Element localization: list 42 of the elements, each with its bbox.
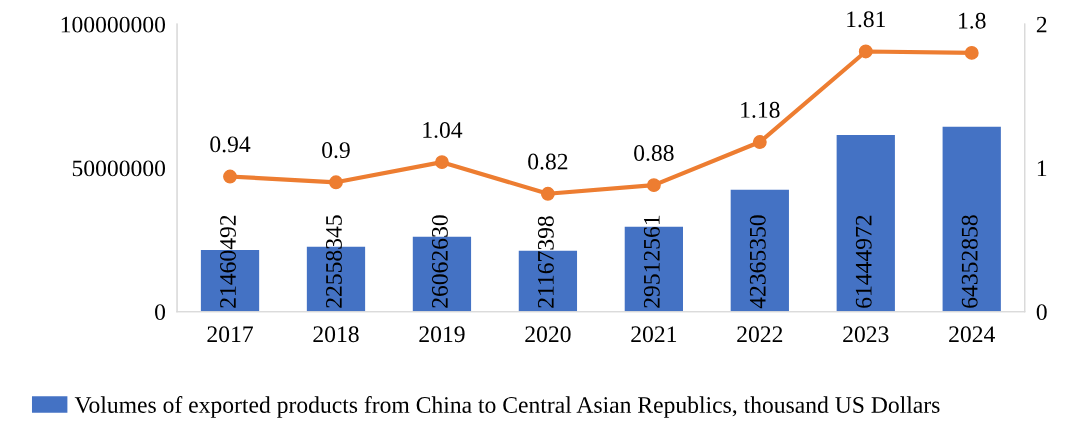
x-tick-label: 2023: [843, 326, 889, 343]
bar: [836, 135, 895, 312]
x-tick-label: 2021: [631, 326, 677, 343]
data-label: 21460492: [220, 215, 236, 308]
data-label: 61444972: [855, 215, 872, 308]
data-label: 0.88: [634, 145, 674, 162]
data-label: 21167398: [537, 216, 554, 308]
bar: [942, 126, 1001, 312]
x-tick-label: 2017: [207, 326, 253, 343]
y2-tick-label: 0: [1036, 304, 1047, 321]
x-tick-label: 2019: [419, 326, 465, 343]
bar: [730, 189, 789, 312]
x-tick-label: 2024: [949, 326, 995, 343]
x-tick-label: 2022: [737, 326, 783, 343]
point: [223, 169, 237, 184]
data-label: 42365350: [749, 215, 766, 309]
data-label: 26062630: [431, 215, 448, 308]
point: [964, 45, 979, 60]
x-tick-label: 2020: [525, 326, 571, 343]
point: [752, 135, 767, 149]
point: [858, 44, 873, 59]
data-label: 0.82: [528, 153, 568, 170]
data-label: 64352858: [961, 215, 978, 308]
data-label: 29512561: [643, 215, 660, 308]
data-label: 0.94: [210, 136, 251, 153]
data-label: 1.81: [847, 11, 886, 28]
y2-tick-label: 1: [1037, 160, 1047, 177]
data-label: 22558345: [325, 215, 342, 308]
data-label: 0.9: [322, 142, 350, 159]
data-label: 1.04: [423, 121, 463, 139]
point: [434, 155, 449, 170]
y2-tick-label: 2: [1036, 16, 1047, 33]
legend-label: Volumes of exported products from China to Central Asian Republics, thousand US Dollars: [74, 396, 940, 418]
y-tick-label: 50000000: [72, 160, 166, 177]
point: [540, 186, 555, 201]
point: [329, 175, 343, 190]
y-tick-label: 0: [155, 304, 166, 321]
y-tick-label: 100000000: [61, 16, 166, 33]
x-tick-label: 2018: [313, 326, 359, 343]
data-label: 1.8: [959, 12, 986, 29]
point: [646, 178, 661, 193]
data-label: 1.18: [741, 101, 780, 118]
